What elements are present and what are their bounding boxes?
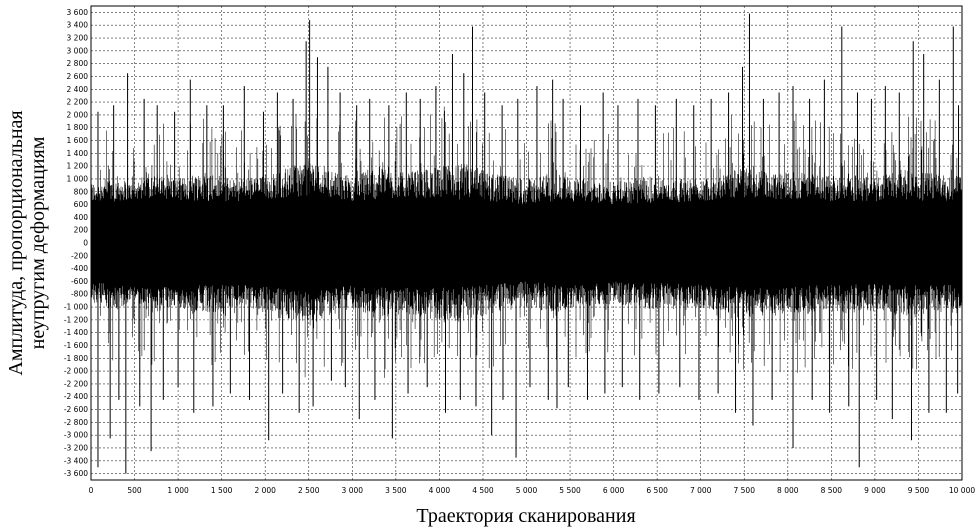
y-tick-label: 400 — [74, 213, 89, 222]
x-tick-label: 9 500 — [908, 486, 930, 495]
y-tick-label: 3 000 — [67, 46, 89, 55]
y-tick-label: 800 — [74, 187, 89, 196]
signal-core — [91, 194, 962, 292]
y-tick-label: 2 200 — [67, 98, 89, 107]
y-tick-label: 1 800 — [67, 123, 89, 132]
x-tick-labels: 0 500 1 000 1 500 2 000 2 500 3 000 3 500 4 000 4… — [89, 486, 976, 495]
plot-frame — [90, 5, 963, 481]
y-tick-label: 3 400 — [67, 21, 89, 30]
y-axis-title-group: Амплитуда, пропорциональная неупругим де… — [5, 110, 49, 375]
y-tick-label: -1 600 — [64, 341, 88, 350]
y-tick-label: -3 600 — [64, 469, 88, 478]
y-tick-label: -2 600 — [64, 405, 88, 414]
y-axis-title-line1: Амплитуда, пропорциональная — [5, 110, 27, 375]
x-tick-label: 9 000 — [864, 486, 886, 495]
x-tick-label: 5 000 — [516, 486, 538, 495]
y-tick-label: 200 — [74, 226, 89, 235]
x-tick-label: 2 000 — [254, 486, 276, 495]
y-tick-label: 2 600 — [67, 72, 89, 81]
y-tick-label: -200 — [71, 251, 88, 260]
x-tick-label: 8 500 — [821, 486, 843, 495]
x-tick-label: 6 500 — [646, 486, 668, 495]
y-tick-label: -800 — [71, 290, 88, 299]
x-tick-label: 0 — [89, 486, 94, 495]
signal-series — [90, 13, 963, 474]
y-tick-label: 2 800 — [67, 59, 89, 68]
y-tick-label: -2 000 — [64, 367, 88, 376]
y-tick-label: 0 — [83, 239, 88, 248]
y-tick-label: -2 200 — [64, 379, 88, 388]
y-tick-label: -2 400 — [64, 392, 88, 401]
y-tick-label: -1 800 — [64, 354, 88, 363]
x-tick-label: 4 500 — [472, 486, 494, 495]
y-tick-labels: 3 600 3 400 3 200 3 000 2 800 2 600 2 400 2 200… — [64, 8, 88, 478]
x-tick-label: 7 000 — [690, 486, 712, 495]
x-tick-label: 7 500 — [734, 486, 756, 495]
y-tick-label: 1 600 — [67, 136, 89, 145]
y-tick-label: 2 000 — [67, 110, 89, 119]
y-tick-label: -3 000 — [64, 431, 88, 440]
y-tick-label: 3 200 — [67, 34, 89, 43]
x-tick-label: 1 000 — [167, 486, 189, 495]
x-tick-label: 4 000 — [429, 486, 451, 495]
x-tick-label: 5 500 — [559, 486, 581, 495]
y-tick-label: 600 — [74, 200, 89, 209]
x-tick-label: 8 000 — [777, 486, 799, 495]
y-tick-label: 3 600 — [67, 8, 89, 17]
y-tick-label: -1 200 — [64, 315, 88, 324]
x-axis-title: Траектория сканирования — [416, 505, 635, 527]
y-tick-label: -400 — [71, 264, 88, 273]
y-tick-label: 1 200 — [67, 162, 89, 171]
y-tick-label: -3 200 — [64, 443, 88, 452]
y-tick-label: -1 400 — [64, 328, 88, 337]
x-tick-label: 500 — [127, 486, 142, 495]
y-tick-label: -1 000 — [64, 303, 88, 312]
y-tick-label: 1 000 — [67, 174, 89, 183]
x-tick-label: 3 000 — [342, 486, 364, 495]
x-tick-label: 6 000 — [603, 486, 625, 495]
x-tick-label: 2 500 — [298, 486, 320, 495]
x-tick-label: 3 500 — [385, 486, 407, 495]
y-tick-label: 2 400 — [67, 85, 89, 94]
y-tick-label: -600 — [71, 277, 88, 286]
x-tick-label: 10 000 — [949, 486, 975, 495]
y-axis-title-line2: неупругим деформациям — [27, 136, 49, 349]
y-tick-label: -3 400 — [64, 456, 88, 465]
y-tick-label: 1 400 — [67, 149, 89, 158]
x-tick-label: 1 500 — [211, 486, 233, 495]
y-tick-label: -2 800 — [64, 418, 88, 427]
